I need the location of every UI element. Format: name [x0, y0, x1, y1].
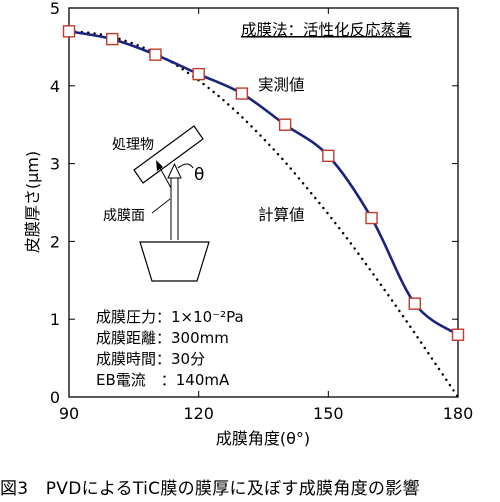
diagram-theta-label: θ [194, 165, 204, 185]
substrate-plate-shape [133, 125, 204, 184]
y-tick-label: 1 [50, 310, 60, 329]
measured-point [149, 48, 162, 61]
angle-arc-shape [177, 163, 194, 169]
measured-point [451, 328, 465, 341]
measured-point [62, 25, 76, 38]
x-tick-label: 120 [183, 404, 214, 423]
x-tick-label: 180 [443, 404, 474, 423]
surface-normal-arrow-shape [158, 165, 172, 189]
figure-caption: 図3 PVDによるTiC膜の膜厚に及ぼす成膜角度の影響 [0, 479, 420, 499]
plot-frame [68, 7, 459, 398]
y-tick-label: 5 [50, 0, 60, 18]
normal-arrow-head-shape [156, 160, 163, 171]
flux-arrow-head-shape [167, 162, 182, 179]
condition-line: EB電流 ：140mA [96, 371, 230, 389]
x-axis-title: 成膜角度(θ°) [216, 429, 310, 448]
condition-line: 成膜時間：30分 [96, 350, 205, 368]
condition-line: 成膜圧力：1×10⁻²Pa [96, 308, 244, 326]
measured-point [235, 87, 249, 100]
measured-line [68, 30, 459, 336]
measured-point [365, 211, 378, 225]
axis-tick-labels: 90 120 150 180 0 1 2 3 4 5 [50, 0, 473, 423]
measured-point [278, 118, 292, 131]
diagram-object-label: 処理物 [112, 137, 154, 153]
axis-ticks [68, 7, 459, 398]
diagram-surface-label: 成膜面 [103, 208, 145, 224]
y-tick-label: 3 [50, 155, 60, 174]
y-tick-label: 2 [50, 232, 60, 251]
method-annotation: 成膜法：活性化反応蒸着 [241, 21, 412, 39]
calculated-series-label: 計算値 [258, 205, 305, 224]
measured-series-label: 実測値 [258, 76, 305, 94]
conditions-block: 成膜圧力：1×10⁻²Pa 成膜距離：300mm 成膜時間：30分 EB電流 ：… [96, 308, 244, 389]
measured-point [192, 67, 205, 81]
crucible-shape [139, 241, 210, 282]
measured-point [408, 297, 421, 310]
y-axis-title: 皮膜厚さ(μm) [23, 151, 42, 253]
deposition-diagram: 処理物 成膜面 θ [103, 125, 210, 282]
measured-point [322, 149, 335, 163]
surface-leader-line-shape [151, 198, 171, 214]
x-tick-label: 90 [59, 404, 79, 423]
chart: 90 120 150 180 0 1 2 3 4 5 成膜角度(θ°) 皮膜厚さ(μm) 成膜法：… [23, 0, 473, 448]
y-tick-label: 4 [50, 77, 60, 96]
y-tick-label: 0 [50, 388, 60, 407]
condition-line: 成膜距離：300mm [96, 329, 229, 347]
measured-markers [62, 25, 465, 341]
measured-point [106, 32, 119, 46]
x-tick-label: 150 [313, 404, 344, 423]
